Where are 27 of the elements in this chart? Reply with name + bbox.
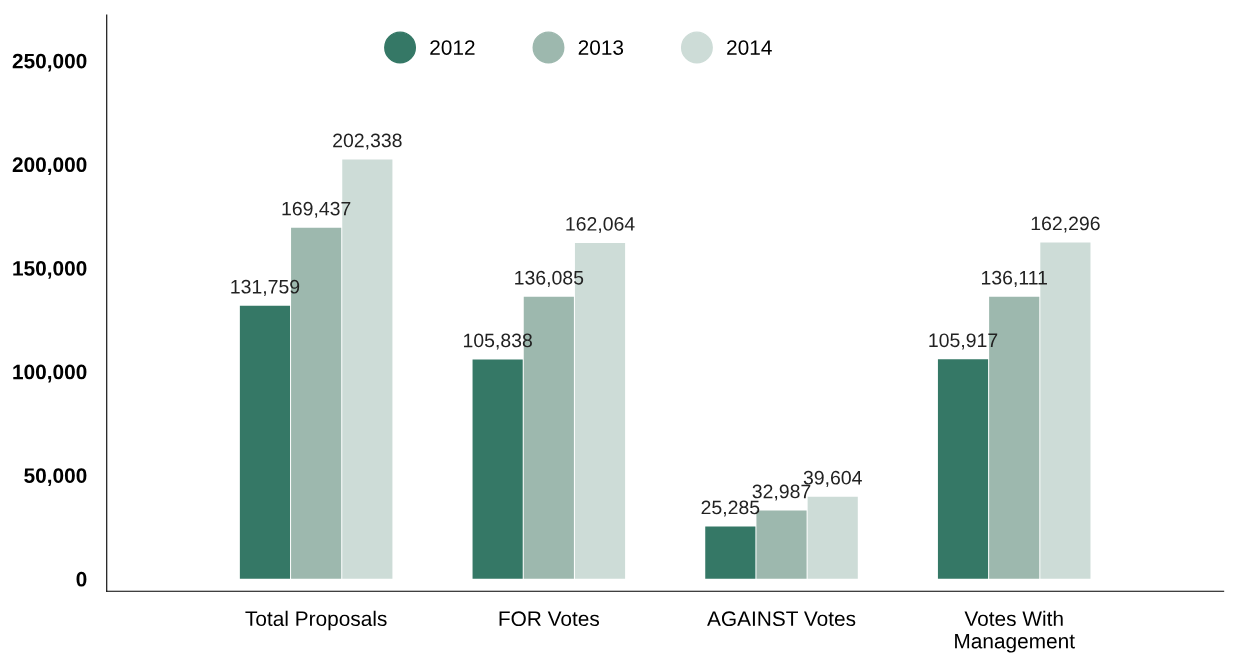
data-label: 25,285 — [701, 500, 760, 517]
y-tick-label: 250,000 — [12, 53, 87, 72]
y-tick-label: 0 — [76, 571, 87, 587]
x-tick-label: FOR Votes — [499, 611, 600, 627]
x-tick-label: Votes With Management — [955, 610, 1075, 653]
y-tick-label: 50,000 — [24, 468, 87, 487]
x-tick-label: Total Proposals — [245, 610, 387, 631]
legend-label: 2013 — [578, 40, 624, 55]
data-label: 131,759 — [231, 279, 300, 296]
data-label: 105,917 — [929, 333, 998, 350]
bar — [239, 305, 291, 579]
bar — [937, 359, 989, 579]
bar — [705, 526, 756, 579]
data-label: 162,064 — [566, 217, 635, 234]
data-label: 136,085 — [515, 270, 584, 287]
legend-label: 2012 — [430, 40, 475, 55]
data-label: 136,111 — [981, 270, 1047, 287]
y-tick-label: 150,000 — [13, 260, 87, 279]
x-tick-label: AGAINST Votes — [707, 611, 856, 627]
data-label: 202,338 — [333, 133, 402, 150]
data-label: 169,437 — [282, 201, 351, 218]
bar — [472, 359, 523, 579]
legend-label: 2014 — [727, 40, 772, 55]
y-tick-label: 100,000 — [13, 364, 87, 383]
y-tick-label: 200,000 — [12, 157, 87, 176]
data-label: 105,838 — [463, 333, 532, 350]
data-label: 162,296 — [1031, 216, 1100, 233]
